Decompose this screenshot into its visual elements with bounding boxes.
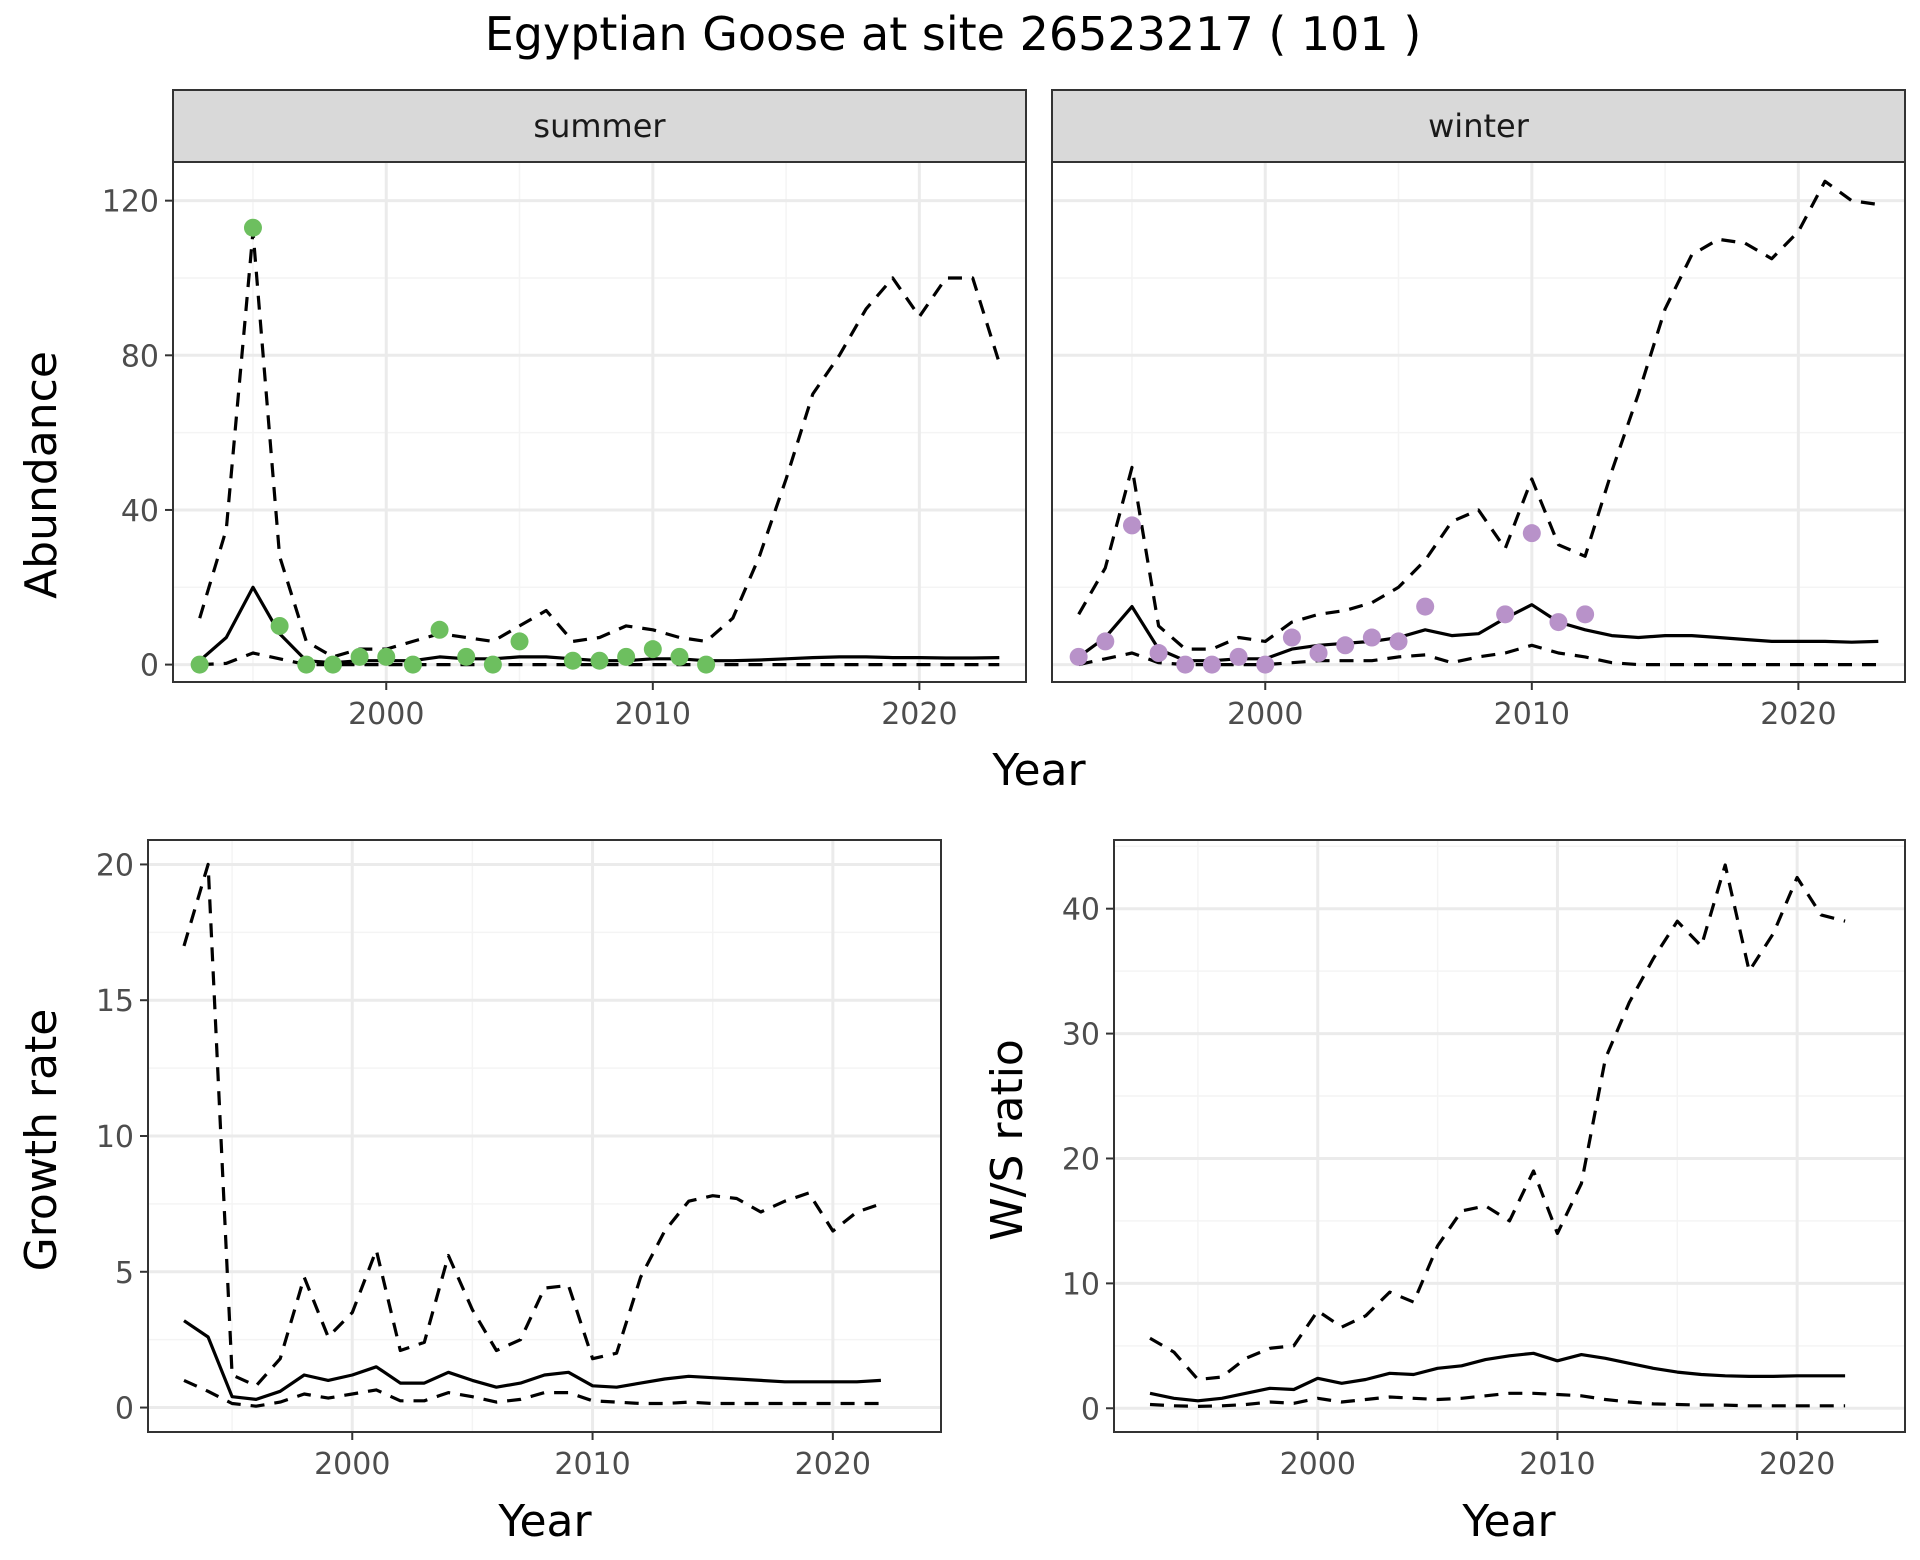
p0-x-tick-label-0: 2000: [348, 697, 424, 732]
p1-x-tick-label-1: 2010: [1494, 697, 1570, 732]
p1-observed-point-4: [1176, 655, 1195, 674]
y-axis-title-abundance: Abundance: [16, 351, 67, 599]
p0-observed-point-0: [190, 655, 209, 674]
p0-observed-point-1: [243, 218, 262, 237]
p1-panel-border: [1051, 161, 1906, 683]
p0-observed-point-10: [483, 655, 502, 674]
figure-title: Egyptian Goose at site 26523217 ( 101 ): [485, 7, 1422, 61]
facet-strip-summer: [172, 89, 1027, 163]
p1-plot-background: [1052, 162, 1905, 682]
panel-winter: winter 2000 2010 2020: [1051, 89, 1906, 732]
p2-y-tick-label-1: 5: [115, 1256, 134, 1291]
p0-observed-point-5: [350, 647, 369, 666]
p3-y-tick-label-0: 0: [1081, 1392, 1100, 1427]
p2-x-tick-label-1: 2010: [554, 1447, 630, 1482]
p0-observed-point-13: [590, 651, 609, 670]
panel-summer: summer 2000 2010 2020 0 40 80 120: [102, 89, 1027, 732]
y-axis-title-ratio: W/S ratio: [982, 1039, 1033, 1241]
p0-observed-point-9: [457, 647, 476, 666]
p2-panel-border: [147, 839, 942, 1433]
p0-observed-point-11: [510, 632, 529, 651]
p3-series-line-fit: [1149, 1351, 1846, 1403]
p1-observed-point-5: [1202, 655, 1221, 674]
p3-y-tick-label-1: 10: [1062, 1267, 1100, 1302]
panel-ws-ratio: 2000 2010 2020 0 10 20 30 40: [1062, 839, 1906, 1482]
p0-y-tick-label-3: 120: [102, 185, 159, 220]
p0-series-line-upper: [198, 230, 1001, 659]
p2-x-tick-label-0: 2000: [314, 1447, 390, 1482]
p1-series-line-upper: [1077, 179, 1879, 651]
p2-series-line-upper: [182, 862, 882, 1388]
p0-observed-point-16: [670, 647, 689, 666]
p1-observed-point-3: [1149, 644, 1168, 663]
p3-x-tick-label-2: 2020: [1759, 1447, 1835, 1482]
p0-plot-background: [173, 162, 1026, 682]
p1-observed-point-15: [1522, 524, 1541, 543]
p0-observed-point-2: [270, 616, 289, 635]
p3-series-line-lower: [1149, 1391, 1846, 1409]
p1-observed-point-6: [1229, 647, 1248, 666]
p0-y-tick-label-2: 80: [121, 339, 159, 374]
p1-series-line-lower: [1078, 643, 1879, 667]
p1-observed-point-9: [1309, 644, 1328, 663]
p0-observed-point-14: [617, 647, 636, 666]
p0-observed-point-17: [697, 655, 716, 674]
p1-observed-point-7: [1256, 655, 1275, 674]
p1-observed-point-10: [1336, 636, 1355, 655]
x-axis-title-top: Year: [991, 745, 1086, 796]
x-axis-title-ratio: Year: [1461, 1496, 1556, 1547]
p0-observed-point-8: [430, 620, 449, 639]
p0-observed-point-6: [377, 647, 396, 666]
p1-x-tick-label-0: 2000: [1227, 697, 1303, 732]
p3-y-tick-label-2: 20: [1062, 1142, 1100, 1177]
p3-x-tick-label-0: 2000: [1280, 1447, 1356, 1482]
p1-observed-point-1: [1096, 632, 1115, 651]
facet-label-winter: winter: [1428, 107, 1530, 145]
p2-series-line-lower: [183, 1378, 881, 1408]
p3-x-tick-label-1: 2010: [1519, 1447, 1595, 1482]
p2-y-tick-label-4: 20: [96, 848, 134, 883]
p0-observed-point-4: [323, 655, 342, 674]
p2-x-tick-label-2: 2020: [795, 1447, 871, 1482]
p0-observed-point-12: [563, 651, 582, 670]
y-axis-title-growth: Growth rate: [16, 1009, 67, 1272]
x-axis-title-growth: Year: [497, 1496, 592, 1547]
p0-x-tick-label-2: 2020: [881, 697, 957, 732]
p1-observed-point-17: [1576, 605, 1595, 624]
p0-observed-point-15: [643, 640, 662, 659]
p0-observed-point-3: [297, 655, 316, 674]
facet-label-summer: summer: [533, 107, 666, 145]
p3-series-line-upper: [1149, 863, 1846, 1382]
p1-x-tick-label-2: 2020: [1760, 697, 1836, 732]
p1-observed-point-8: [1282, 628, 1301, 647]
p1-observed-point-13: [1416, 597, 1435, 616]
p2-series-line-fit: [183, 1319, 881, 1402]
p3-y-tick-label-3: 30: [1062, 1018, 1100, 1053]
p3-plot-background: [1114, 840, 1905, 1432]
panel-growth-rate: 2000 2010 2020 0 5 10 15 20: [96, 839, 942, 1482]
p1-observed-point-0: [1069, 647, 1088, 666]
p0-y-tick-label-1: 40: [121, 494, 159, 529]
p0-y-tick-label-0: 0: [140, 649, 159, 684]
p3-y-tick-label-4: 40: [1062, 893, 1100, 928]
p1-observed-point-11: [1362, 628, 1381, 647]
p2-y-tick-label-2: 10: [96, 1120, 134, 1155]
p0-x-tick-label-1: 2010: [615, 697, 691, 732]
p1-observed-point-14: [1496, 605, 1515, 624]
p0-observed-point-7: [403, 655, 422, 674]
facet-strip-winter: [1051, 89, 1906, 163]
p1-observed-point-16: [1549, 613, 1568, 632]
p0-panel-border: [172, 161, 1027, 683]
p1-observed-point-12: [1389, 632, 1408, 651]
p2-y-tick-label-3: 15: [96, 984, 134, 1019]
p3-panel-border: [1113, 839, 1906, 1433]
p2-y-tick-label-0: 0: [115, 1392, 134, 1427]
p1-observed-point-2: [1122, 516, 1141, 535]
